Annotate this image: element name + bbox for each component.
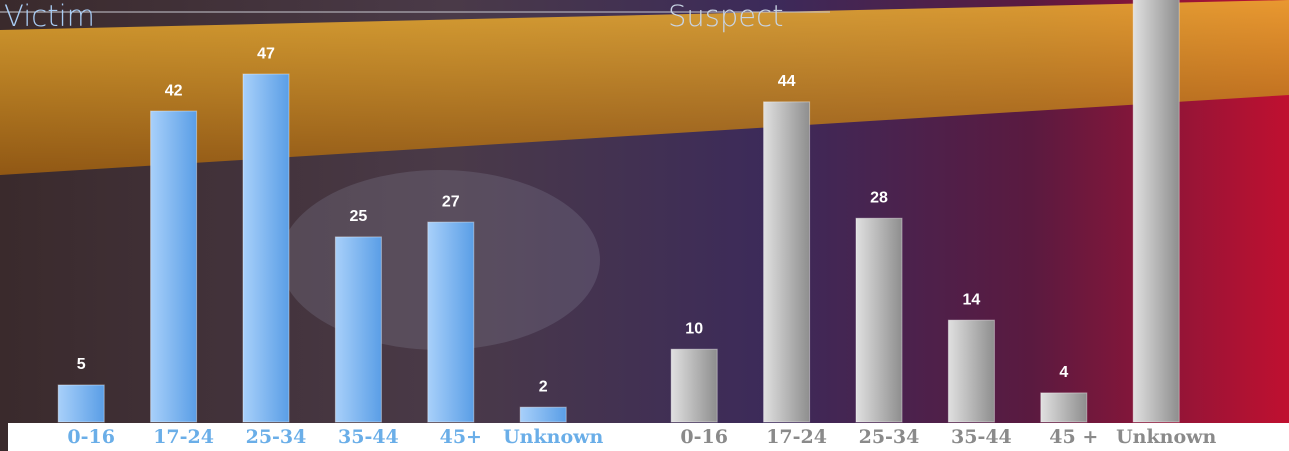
value-label: 28 — [870, 189, 888, 206]
bar — [763, 101, 811, 423]
x-tick-label: 0-16 — [67, 426, 115, 448]
x-tick-label: 35-44 — [338, 426, 399, 448]
x-tick-label: 25-34 — [859, 426, 920, 448]
bar — [242, 73, 290, 423]
bar — [334, 236, 382, 423]
chart-title: Victim — [4, 0, 95, 33]
bar — [1132, 0, 1180, 423]
value-label: 2 — [539, 378, 548, 395]
bar — [855, 217, 903, 423]
x-tick-label: 25-34 — [246, 426, 307, 448]
x-tick-label: 0-16 — [680, 426, 728, 448]
value-label: 10 — [685, 320, 703, 337]
bar — [670, 348, 718, 423]
x-tick-label: 45 + — [1049, 426, 1098, 448]
bar — [1040, 392, 1088, 423]
value-label: 47 — [257, 45, 275, 62]
tape — [0, 0, 1289, 175]
x-tick-label: 45+ — [440, 426, 482, 448]
value-label: 4 — [1059, 364, 1068, 381]
bar — [427, 221, 475, 423]
bar — [519, 406, 567, 423]
value-label: 44 — [778, 73, 796, 90]
x-tick-label: Unknown — [1116, 426, 1216, 448]
value-label: 5 — [77, 356, 86, 373]
label-strip — [8, 423, 1289, 451]
bar — [947, 319, 995, 423]
value-label: 27 — [442, 193, 460, 210]
x-tick-label: 17-24 — [153, 426, 214, 448]
x-tick-label: 17-24 — [766, 426, 827, 448]
bar — [150, 110, 198, 423]
value-label: 14 — [963, 291, 981, 308]
value-label: 25 — [350, 208, 368, 225]
x-tick-label: 35-44 — [951, 426, 1012, 448]
value-label: 42 — [165, 82, 183, 99]
bar — [57, 384, 105, 423]
chart-title: Suspect — [668, 0, 783, 33]
x-tick-label: Unknown — [503, 426, 603, 448]
